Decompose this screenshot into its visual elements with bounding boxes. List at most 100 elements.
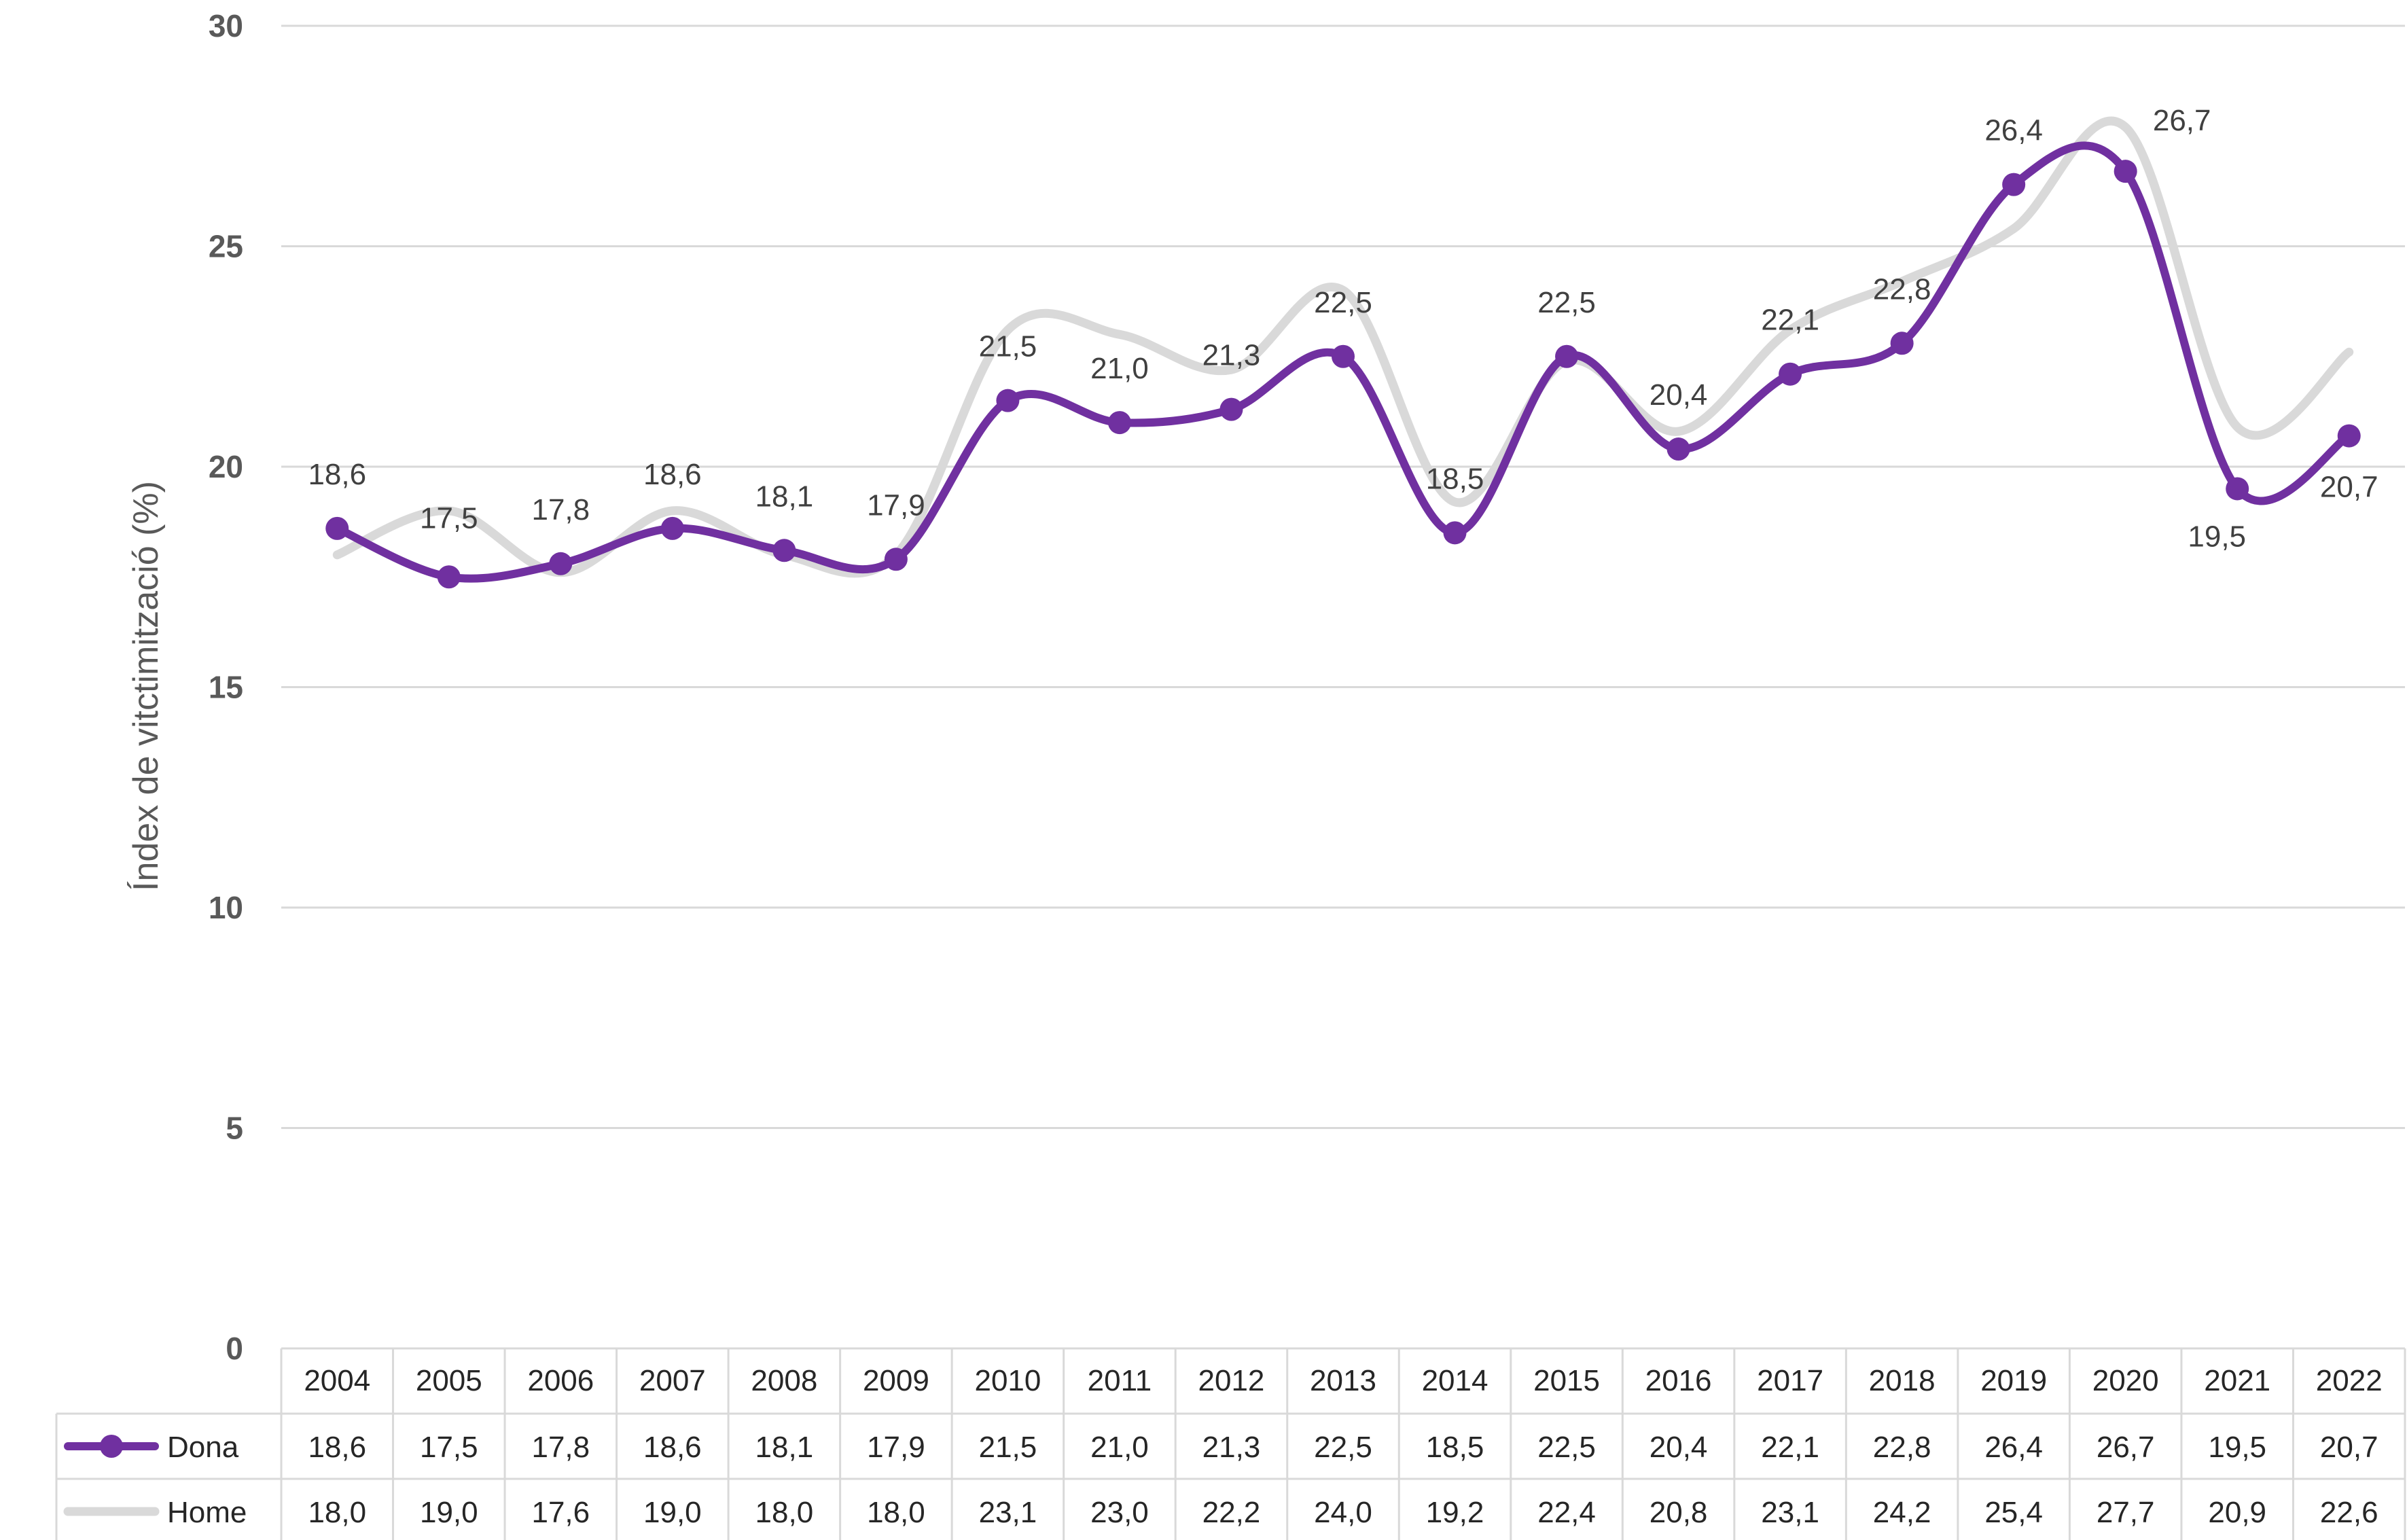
series-line-home [332, 116, 2354, 578]
table-cell: 17,8 [531, 1431, 590, 1464]
x-tick-label: 2006 [527, 1364, 594, 1397]
data-label: 22,1 [1761, 304, 1819, 337]
table-cell: 18,6 [308, 1431, 366, 1464]
x-tick-label: 2021 [2204, 1364, 2270, 1397]
series-markers [325, 160, 2361, 589]
y-tick-label: 15 [209, 670, 243, 705]
x-tick-label: 2008 [751, 1364, 817, 1397]
data-point [660, 516, 684, 540]
y-tick-label: 30 [209, 8, 243, 43]
x-tick-label: 2010 [974, 1364, 1041, 1397]
data-point [1107, 411, 1131, 435]
table-cell: 18,6 [643, 1431, 702, 1464]
table-cell: 20,8 [1650, 1496, 1708, 1529]
data-label: 18,1 [755, 480, 814, 513]
y-tick-label: 25 [209, 229, 243, 264]
table-cell: 23,1 [1761, 1496, 1819, 1529]
series-lines [332, 116, 2354, 583]
data-point [1443, 521, 1467, 545]
data-label: 20,4 [1650, 378, 1708, 412]
data-label: 22,5 [1314, 286, 1372, 319]
data-label: 22,8 [1873, 272, 1931, 306]
data-point [1666, 437, 1690, 461]
data-point [1219, 397, 1243, 421]
legend-label-dona: Dona [167, 1431, 239, 1464]
data-label: 26,7 [2153, 104, 2211, 137]
table-cell: 17,5 [420, 1431, 478, 1464]
table-cell: 20,7 [2320, 1431, 2378, 1464]
y-axis-ticks: 0 5 10 15 20 25 30 [209, 8, 243, 1366]
table-cell: 21,5 [979, 1431, 1037, 1464]
table-cell: 22,2 [1202, 1496, 1261, 1529]
x-tick-label: 2016 [1645, 1364, 1712, 1397]
table-cell: 19,0 [643, 1496, 702, 1529]
table-cell: 24,2 [1873, 1496, 1931, 1529]
table-cell: 20,9 [2208, 1496, 2266, 1529]
data-point [2337, 424, 2361, 448]
table-cell: 17,9 [867, 1431, 925, 1464]
data-point [2114, 160, 2137, 183]
data-point [772, 539, 796, 562]
table-cell: 22,5 [1314, 1431, 1372, 1464]
x-tick-label: 2009 [863, 1364, 929, 1397]
table-cell: 22,4 [1537, 1496, 1596, 1529]
x-tick-label: 2013 [1310, 1364, 1376, 1397]
table-cell: 23,0 [1090, 1496, 1149, 1529]
data-point [1555, 344, 1579, 368]
data-label: 18,5 [1426, 462, 1484, 495]
data-label: 17,9 [867, 488, 925, 522]
x-tick-label: 2012 [1198, 1364, 1265, 1397]
table-cell: 19,5 [2208, 1431, 2266, 1464]
series-line-dona [333, 141, 2353, 583]
table-cell: 18,0 [308, 1496, 366, 1529]
table-cell: 22,8 [1873, 1431, 1931, 1464]
data-label: 18,6 [643, 458, 702, 491]
x-tick-label: 2019 [1980, 1364, 2047, 1397]
data-point [1890, 332, 1914, 355]
table-cell: 24,0 [1314, 1496, 1372, 1529]
legend-marker [100, 1435, 123, 1458]
table-cell: 22,6 [2320, 1496, 2378, 1529]
table-cell: 21,3 [1202, 1431, 1261, 1464]
table-cell: 21,0 [1090, 1431, 1149, 1464]
legend-label-home: Home [167, 1496, 247, 1529]
table-cell: 20,4 [1650, 1431, 1708, 1464]
table-cell: 25,4 [1984, 1496, 2043, 1529]
table-cell: 18,1 [755, 1431, 814, 1464]
y-tick-label: 0 [226, 1331, 243, 1366]
y-axis-label: Índex de vitctimització (%) [126, 481, 166, 891]
data-label: 18,6 [308, 458, 366, 491]
data-point [437, 565, 461, 589]
table-cell: 23,1 [979, 1496, 1037, 1529]
data-label: 22,5 [1537, 286, 1596, 319]
table-cell: 18,0 [867, 1496, 925, 1529]
x-tick-label: 2011 [1088, 1364, 1152, 1397]
data-point [2002, 173, 2026, 196]
gridlines [281, 24, 2405, 1129]
data-point [884, 548, 908, 571]
data-point [996, 389, 1020, 412]
table-cell: 26,7 [2097, 1431, 2155, 1464]
data-point [325, 516, 349, 540]
x-tick-label: 2005 [416, 1364, 482, 1397]
data-label: 21,0 [1090, 352, 1149, 385]
x-tick-label: 2018 [1869, 1364, 1936, 1397]
y-tick-label: 20 [209, 449, 243, 484]
y-tick-label: 10 [209, 890, 243, 925]
data-labels: 18,6 17,5 17,8 18,6 18,1 17,9 21,5 21,0 21,3 22,5… [308, 104, 2378, 553]
table-cell: 18,5 [1426, 1431, 1484, 1464]
data-table: 2004 2005 2006 2007 2008 2009 2010 2011 2012 2013… [55, 1347, 2406, 1540]
x-tick-label: 2022 [2316, 1364, 2383, 1397]
x-tick-label: 2014 [1422, 1364, 1488, 1397]
data-label: 17,5 [420, 501, 478, 535]
table-cell: 19,2 [1426, 1496, 1484, 1529]
table-cell: 22,5 [1537, 1431, 1596, 1464]
table-cell: 26,4 [1984, 1431, 2043, 1464]
table-cell: 19,0 [420, 1496, 478, 1529]
x-tick-label: 2017 [1757, 1364, 1823, 1397]
table-cell: 22,1 [1761, 1431, 1819, 1464]
data-point [1779, 362, 1802, 386]
data-label: 26,4 [1984, 114, 2043, 147]
x-tick-label: 2004 [304, 1364, 370, 1397]
